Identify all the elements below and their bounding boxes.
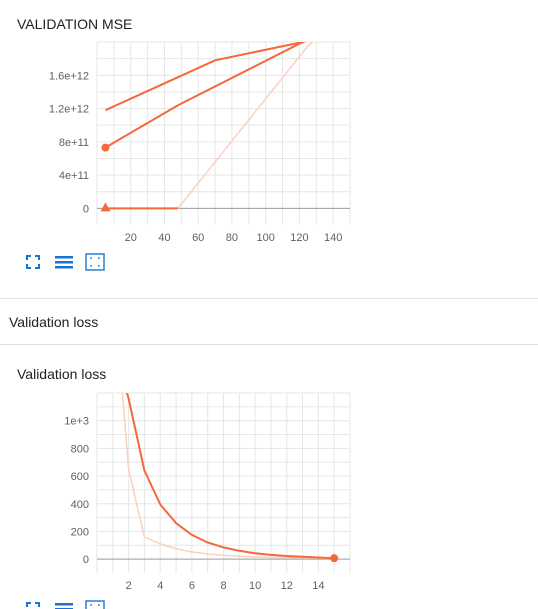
x-tick-label: 20 [125, 232, 137, 244]
expand-chart-icon [85, 253, 105, 271]
raw-series-line [121, 393, 335, 559]
x-tick-label: 80 [226, 232, 238, 244]
toggle-log-scale-button[interactable] [53, 598, 75, 609]
chart-title: Validation loss [17, 366, 107, 382]
x-tick-label: 6 [189, 580, 195, 592]
fit-to-data-button[interactable] [22, 251, 44, 273]
y-tick-label: 600 [71, 471, 89, 483]
y-tick-label: 1.6e+12 [49, 70, 89, 82]
y-tick-label: 800 [71, 443, 89, 455]
chart-title: VALIDATION MSE [17, 16, 133, 32]
y-tick-label: 0 [83, 203, 89, 215]
chart-toolbar [22, 250, 106, 274]
x-tick-label: 40 [158, 232, 170, 244]
y-tick-label: 1.2e+12 [49, 104, 89, 116]
series-marker [330, 554, 339, 563]
divider [0, 344, 538, 345]
fit-to-data-icon [26, 255, 40, 269]
smoothed-series-line [104, 42, 306, 149]
divider [0, 298, 538, 299]
section-header[interactable]: Validation loss [9, 314, 99, 330]
y-tick-label: 4e+11 [59, 170, 89, 182]
series-group [104, 42, 314, 210]
x-tick-label: 120 [290, 232, 308, 244]
validation-mse-chart[interactable]: 0 4e+11 8e+11 1.2e+12 1.6e+12 20 40 60 80 100 120 1… [0, 0, 538, 260]
chart-toolbar [22, 597, 106, 609]
x-tick-label: 60 [192, 232, 204, 244]
toggle-log-scale-icon [55, 603, 73, 609]
y-tick-label: 0 [83, 554, 89, 566]
x-tick-label: 14 [312, 580, 324, 592]
smoothed-series-line [104, 42, 307, 112]
expand-chart-button[interactable] [84, 251, 106, 273]
expand-chart-button[interactable] [84, 598, 106, 609]
y-tick-label: 400 [71, 499, 89, 511]
x-tick-label: 100 [256, 232, 274, 244]
fit-to-data-button[interactable] [22, 598, 44, 609]
fit-to-data-icon [26, 602, 40, 607]
x-tick-label: 140 [324, 232, 342, 244]
series-marker [101, 143, 110, 152]
series-group [121, 393, 335, 560]
toggle-log-scale-button[interactable] [53, 251, 75, 273]
x-tick-label: 10 [249, 580, 261, 592]
x-tick-label: 2 [126, 580, 132, 592]
x-tick-label: 12 [281, 580, 293, 592]
expand-chart-icon [85, 600, 105, 609]
y-tick-label: 1e+3 [64, 416, 89, 428]
toggle-log-scale-icon [55, 256, 73, 269]
y-tick-label: 8e+11 [59, 137, 89, 149]
x-tick-label: 4 [157, 580, 163, 592]
smoothed-series-line [125, 393, 335, 560]
y-tick-label: 200 [71, 526, 89, 538]
x-tick-label: 8 [220, 580, 226, 592]
series-marker [100, 202, 111, 212]
